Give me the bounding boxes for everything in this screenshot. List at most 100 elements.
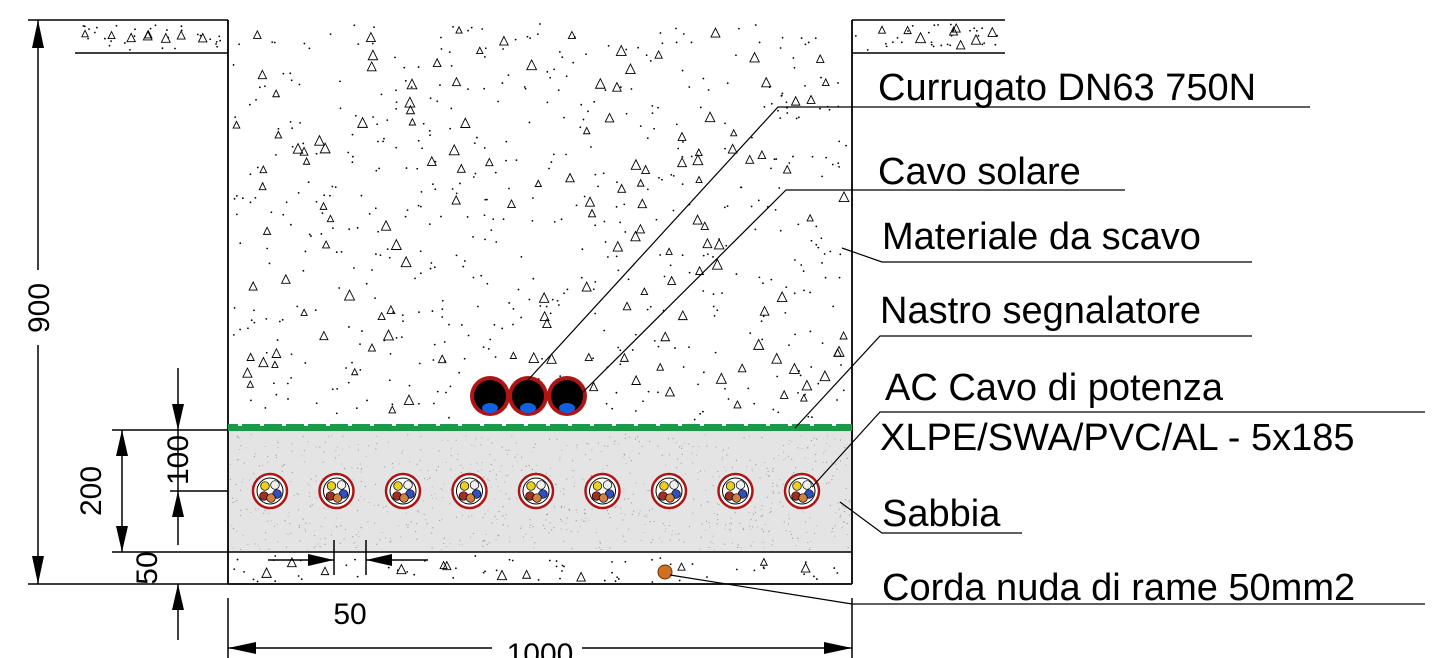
- power-cable-core: [659, 481, 669, 491]
- backfill-dot: [619, 86, 622, 88]
- sand-speck: [779, 501, 781, 503]
- sand-speck: [521, 456, 523, 458]
- backfill-triangle: [692, 153, 704, 166]
- sand-speck: [240, 445, 242, 447]
- sand-speck: [584, 508, 586, 510]
- sand-speck: [240, 548, 242, 551]
- backfill-dot: [268, 262, 271, 265]
- backfill-dot: [492, 218, 495, 221]
- backfill-dot: [304, 362, 307, 364]
- bottom-dot: [691, 563, 694, 565]
- bottom-dot: [813, 575, 815, 578]
- backfill-dot: [347, 151, 350, 154]
- sand-speck: [845, 499, 847, 501]
- bottom-triangle: [677, 562, 686, 571]
- bottom-triangle: [439, 560, 448, 570]
- backfill-dot: [443, 341, 446, 343]
- sand-speck: [782, 505, 784, 507]
- backfill-dot: [647, 390, 650, 393]
- backfill-dot: [735, 54, 737, 57]
- backfill-dot: [291, 145, 294, 148]
- sand-speck: [831, 479, 833, 481]
- sand-speck: [488, 542, 490, 544]
- sand-speck: [589, 458, 591, 461]
- sand-speck: [382, 507, 384, 509]
- sand-speck: [846, 522, 848, 525]
- sand-speck: [792, 537, 794, 539]
- sand-speck: [773, 458, 775, 460]
- backfill-dot: [371, 269, 373, 271]
- bottom-triangle: [521, 569, 532, 579]
- sand-speck: [238, 448, 241, 451]
- backfill-triangle: [232, 120, 241, 129]
- bottom-dot: [735, 568, 738, 571]
- sand-speck: [628, 436, 630, 438]
- backfill-triangle: [733, 399, 742, 409]
- earth-conductor: [657, 564, 673, 580]
- bottom-dot: [256, 580, 259, 583]
- backfill-dot: [528, 298, 531, 301]
- sand-speck: [516, 497, 518, 499]
- backfill-dot: [670, 173, 673, 176]
- backfill-dot: [754, 24, 757, 26]
- backfill-dot: [361, 330, 363, 332]
- backfill-dot: [395, 146, 398, 149]
- dimension-total-depth: [28, 20, 228, 585]
- sand-speck: [419, 469, 422, 471]
- backfill-dot: [416, 167, 419, 170]
- sand-speck: [441, 439, 444, 441]
- backfill-triangle: [377, 311, 386, 320]
- bottom-dot: [356, 575, 359, 578]
- backfill-triangle: [799, 393, 808, 402]
- backfill-dot: [828, 108, 831, 111]
- sand-speck: [469, 536, 472, 538]
- backfill-triangle: [448, 143, 460, 156]
- backfill-triangle: [319, 201, 328, 210]
- backfill-dot: [404, 79, 407, 82]
- sand-speck: [315, 475, 317, 477]
- sand-speck: [646, 516, 648, 518]
- backfill-dot: [651, 112, 654, 115]
- backfill-dot: [265, 351, 268, 354]
- sand-speck: [254, 508, 257, 510]
- soil-right-dot: [994, 43, 997, 46]
- soil-right-dot: [930, 41, 933, 44]
- sand-speck: [763, 541, 765, 543]
- backfill-dot: [450, 107, 453, 110]
- backfill-dot: [234, 116, 237, 119]
- sand-speck: [591, 449, 593, 451]
- sand-speck: [555, 483, 557, 485]
- sand-speck: [754, 506, 756, 508]
- sand-speck: [631, 513, 633, 516]
- sand-speck: [563, 506, 566, 508]
- sand-speck: [308, 522, 311, 525]
- backfill-dot: [507, 74, 510, 77]
- sand-speck: [595, 532, 598, 534]
- backfill-triangle: [753, 338, 765, 350]
- backfill-dot: [253, 309, 255, 312]
- sand-speck: [809, 547, 811, 549]
- sand-speck: [487, 478, 489, 480]
- sand-speck: [730, 517, 732, 519]
- sand-speck: [824, 450, 826, 452]
- backfill-triangle: [299, 146, 309, 156]
- bottom-triangle: [261, 567, 272, 578]
- backfill-dot: [603, 329, 606, 332]
- sand-speck: [397, 525, 400, 527]
- sand-speck: [474, 439, 477, 441]
- backfill-dot: [508, 187, 510, 190]
- backfill-dot: [270, 211, 273, 214]
- sand-speck: [471, 444, 473, 446]
- backfill-dot: [655, 218, 658, 221]
- sand-speck: [752, 541, 755, 543]
- backfill-dot: [672, 174, 675, 177]
- sand-speck: [816, 525, 818, 527]
- backfill-dot: [334, 186, 337, 189]
- sand-speck: [657, 445, 659, 448]
- sand-speck: [697, 479, 699, 481]
- sand-speck: [825, 461, 828, 463]
- soil-left-dot: [174, 47, 176, 50]
- sand-speck: [443, 483, 445, 485]
- backfill-dot: [840, 364, 842, 366]
- sand-speck: [409, 461, 411, 463]
